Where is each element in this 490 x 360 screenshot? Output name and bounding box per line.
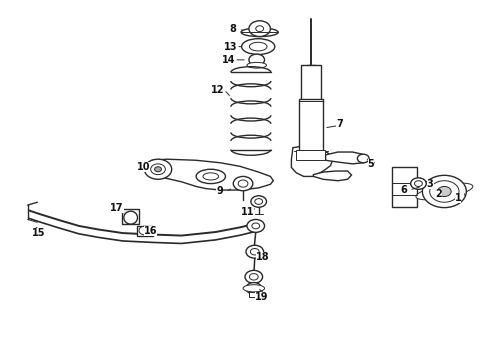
Circle shape — [155, 167, 161, 172]
Text: 11: 11 — [241, 207, 254, 217]
Ellipse shape — [203, 173, 219, 180]
Bar — [249, 292, 259, 297]
Circle shape — [256, 26, 264, 32]
Ellipse shape — [196, 169, 225, 184]
Ellipse shape — [242, 39, 275, 54]
Circle shape — [357, 154, 369, 163]
Text: 10: 10 — [137, 162, 150, 172]
Text: 8: 8 — [230, 24, 237, 34]
Text: 7: 7 — [336, 120, 343, 129]
Bar — [137, 226, 153, 235]
Bar — [122, 210, 140, 224]
Ellipse shape — [124, 211, 138, 224]
Circle shape — [251, 196, 267, 207]
Circle shape — [246, 283, 262, 294]
Text: 6: 6 — [400, 185, 407, 195]
Bar — [299, 99, 323, 151]
Circle shape — [250, 248, 259, 255]
Text: 14: 14 — [221, 55, 235, 65]
Circle shape — [252, 223, 260, 229]
Circle shape — [238, 180, 248, 187]
Circle shape — [430, 181, 459, 202]
Polygon shape — [314, 171, 351, 181]
Circle shape — [249, 274, 258, 280]
Bar — [296, 149, 325, 160]
Circle shape — [245, 270, 263, 283]
Ellipse shape — [247, 220, 265, 232]
Text: 15: 15 — [32, 228, 46, 238]
Circle shape — [233, 176, 253, 191]
Ellipse shape — [249, 42, 267, 51]
Ellipse shape — [241, 28, 278, 37]
Text: 3: 3 — [427, 179, 434, 189]
Polygon shape — [151, 159, 273, 190]
Circle shape — [422, 175, 466, 208]
Text: 19: 19 — [255, 292, 269, 302]
Ellipse shape — [139, 226, 151, 235]
Polygon shape — [326, 152, 366, 164]
Bar — [301, 65, 321, 101]
Circle shape — [415, 181, 422, 186]
Polygon shape — [292, 146, 333, 176]
Circle shape — [145, 159, 171, 179]
Circle shape — [249, 21, 270, 37]
Circle shape — [255, 199, 263, 204]
Circle shape — [246, 245, 264, 258]
Circle shape — [151, 164, 165, 175]
Text: 2: 2 — [435, 189, 442, 199]
Circle shape — [249, 54, 265, 66]
Text: 5: 5 — [368, 159, 374, 169]
Text: 16: 16 — [144, 226, 157, 236]
Text: 18: 18 — [256, 252, 270, 262]
Circle shape — [438, 186, 451, 197]
Ellipse shape — [243, 285, 265, 292]
Ellipse shape — [247, 62, 267, 68]
Text: 12: 12 — [211, 85, 225, 95]
Text: 1: 1 — [455, 193, 462, 203]
Bar — [392, 167, 417, 207]
Circle shape — [305, 150, 317, 159]
Text: 13: 13 — [223, 42, 237, 51]
Circle shape — [411, 178, 426, 189]
Text: 9: 9 — [216, 186, 223, 197]
Text: 17: 17 — [110, 203, 124, 213]
Ellipse shape — [416, 183, 473, 200]
